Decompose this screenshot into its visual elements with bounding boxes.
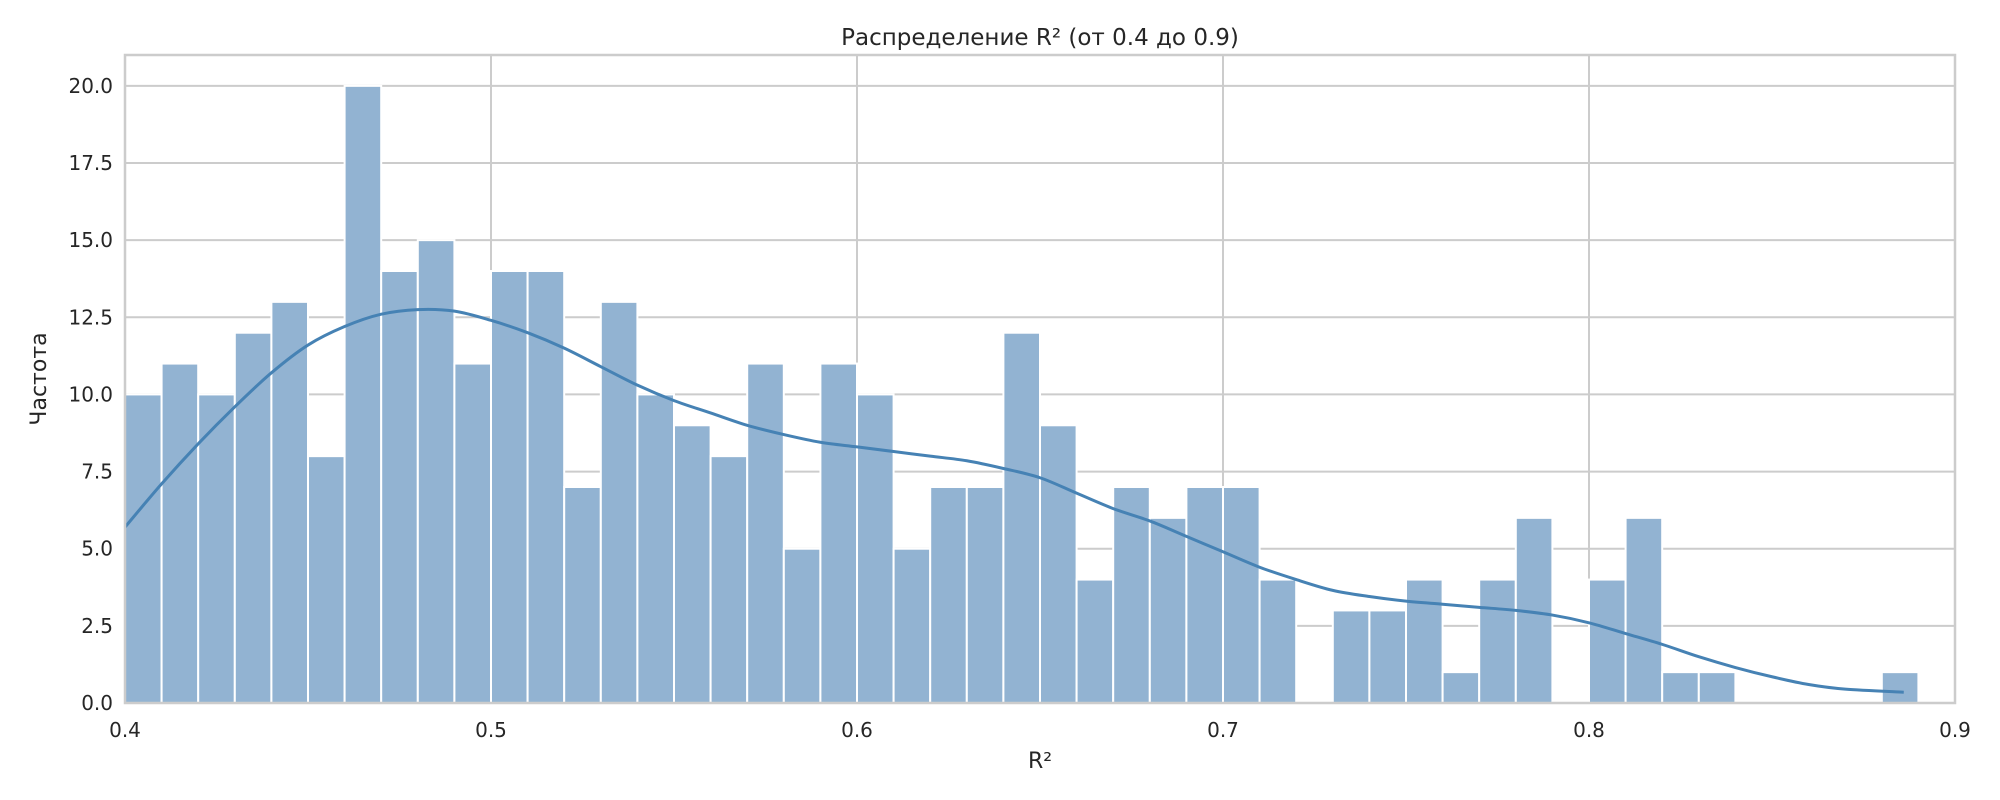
x-tick-label: 0.6 [841,718,873,742]
histogram-bar [599,300,639,704]
histogram-bar [1441,671,1481,705]
y-tick-label: 7.5 [81,460,113,484]
histogram-bar [1880,671,1920,705]
y-tick-label: 20.0 [68,74,113,98]
histogram-bar [307,455,346,704]
histogram-bar [1697,671,1737,705]
histogram-bar [673,424,712,704]
histogram-bar [965,486,1005,704]
histogram-bar [1258,578,1298,704]
histogram-bar [1478,578,1517,704]
y-tick-label: 12.5 [68,305,113,329]
x-axis-label: R² [1028,749,1052,774]
histogram-bar [856,393,895,704]
histogram-bar [1661,671,1700,705]
histogram-bar [490,270,529,704]
histogram-bar [819,362,859,704]
histogram-bar [1185,486,1225,704]
histogram-bar [892,547,932,705]
x-tick-label: 0.5 [475,718,507,742]
histogram-bar [1624,516,1664,704]
histogram-bar [453,362,492,704]
y-tick-label: 0.0 [81,691,113,715]
y-tick-label: 15.0 [68,228,113,252]
histogram-bar [343,84,383,705]
x-tick-label: 0.4 [109,718,141,742]
kde-line [123,307,1904,694]
histogram-bar [709,455,749,704]
histogram-bar [1405,578,1444,704]
histogram-bar [1148,516,1188,704]
histogram-bar [782,547,822,705]
y-tick-label: 2.5 [81,614,113,638]
histogram-bar [1368,609,1408,705]
histogram-bar [929,486,968,704]
x-tick-label: 0.7 [1207,718,1239,742]
y-tick-label: 5.0 [81,537,113,561]
histogram-bar [1002,331,1042,704]
histogram-bar [1039,424,1078,704]
histogram-bar [416,239,456,704]
x-tick-label: 0.8 [1573,718,1605,742]
histogram-bar [1075,578,1115,704]
histogram-bar [1112,486,1151,704]
x-tick-label: 0.9 [1939,718,1971,742]
histogram-bar [1331,609,1371,705]
histogram-bar [124,393,163,704]
histogram-bar [160,362,200,704]
plot-frame [123,53,1957,705]
histogram-bar [563,486,602,704]
histogram-bar [636,393,676,704]
histogram-bar [746,362,785,704]
bars-layer [124,84,1920,705]
histogram-bar [270,300,309,704]
y-axis-label: Частота [27,332,52,425]
histogram-bar [380,270,419,704]
chart-title: Распределение R² (от 0.4 до 0.9) [841,25,1239,51]
histogram-bar [1588,578,1627,704]
kde-layer [123,307,1904,694]
histogram-bar [233,331,273,704]
histogram-bar [197,393,236,704]
ticks-layer: 0.4 0.5 0.6 0.7 0.8 0.9 0.0 2.5 5.0 7.5 10.0 12.5 15… [68,74,1970,742]
histogram-bar [526,270,566,704]
y-tick-label: 10.0 [68,382,113,406]
y-tick-label: 17.5 [68,151,113,175]
histogram-bar [1222,486,1261,704]
